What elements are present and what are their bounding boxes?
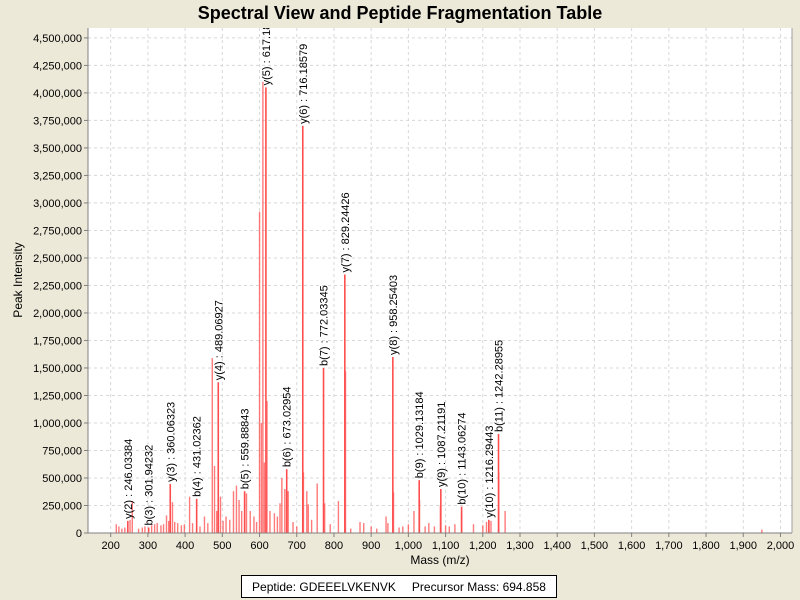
peak-annotation: y(10) : 1216.29443 <box>484 425 496 517</box>
x-axis-label: Mass (m/z) <box>410 553 469 567</box>
x-tick-label: 1,400 <box>543 540 571 552</box>
y-tick-label: 250,000 <box>42 500 82 512</box>
y-tick-label: 1,500,000 <box>33 363 82 375</box>
plot-area <box>88 28 792 533</box>
peak-annotation: y(8) : 958.25403 <box>388 275 400 355</box>
y-axis-ticks: 0 250,000 500,000 750,000 1,000,000 1,250,000… <box>33 33 88 540</box>
x-tick-label: 500 <box>213 540 231 552</box>
peak-annotation: b(11) : 1242.28955 <box>494 340 506 432</box>
x-tick-label: 1,900 <box>729 540 757 552</box>
peak-annotation: y(4) : 489.06927 <box>213 300 225 380</box>
x-tick-label: 400 <box>176 540 194 552</box>
y-tick-label: 1,750,000 <box>33 335 82 347</box>
x-tick-label: 200 <box>102 540 120 552</box>
peak-annotation: b(9) : 1029.13184 <box>414 391 426 478</box>
peak-annotation: y(9) : 1087.21191 <box>436 402 448 487</box>
peak-annotation: y(2) : 246.03384 <box>123 439 135 519</box>
x-tick-label: 300 <box>139 540 157 552</box>
y-tick-label: 4,500,000 <box>33 33 82 45</box>
x-tick-label: 1,500 <box>581 540 609 552</box>
y-tick-label: 2,750,000 <box>33 225 82 237</box>
gridlines <box>88 28 792 533</box>
y-tick-label: 0 <box>76 528 82 540</box>
annotations: y(2) : 246.03384 b(3) : 301.94232 y(3) : 3… <box>123 24 506 526</box>
x-tick-label: 1,300 <box>506 540 534 552</box>
peptide-label: Peptide: GDEEELVKENVK <box>252 579 396 594</box>
y-tick-label: 3,750,000 <box>33 115 82 127</box>
x-tick-label: 1,100 <box>432 540 460 552</box>
y-tick-label: 3,250,000 <box>33 170 82 182</box>
legend-box: Peptide: GDEEELVKENVK Precursor Mass: 69… <box>241 575 557 598</box>
x-tick-label: 1,700 <box>655 540 683 552</box>
peak-annotation: y(7) : 829.24426 <box>340 192 352 272</box>
x-axis-ticks: 200 300 400 500 600 700 800 900 1,000 1,100 1,200 1… <box>102 533 795 552</box>
y-tick-label: 750,000 <box>42 445 82 457</box>
peak-annotation: y(3) : 360.06323 <box>165 402 177 482</box>
x-tick-label: 1,800 <box>692 540 720 552</box>
peak-annotation: b(5) : 559.88843 <box>240 408 252 489</box>
x-tick-label: 700 <box>288 540 306 552</box>
x-tick-label: 1,200 <box>469 540 497 552</box>
peak-annotation: y(5) : 617.18 <box>261 24 273 86</box>
y-axis-label: Peak Intensity <box>11 242 25 317</box>
peak-annotation: b(6) : 673.02954 <box>282 386 294 467</box>
x-tick-label: 1,600 <box>618 540 646 552</box>
x-tick-label: 900 <box>362 540 380 552</box>
peak-annotation: b(10) : 1143.06274 <box>457 412 469 504</box>
x-tick-label: 600 <box>250 540 268 552</box>
chart-title: Spectral View and Peptide Fragmentation … <box>197 3 603 23</box>
x-tick-label: 1,000 <box>395 540 423 552</box>
y-tick-label: 3,000,000 <box>33 198 82 210</box>
precursor-mass-label: Precursor Mass: 694.858 <box>411 579 546 594</box>
y-tick-label: 4,250,000 <box>33 60 82 72</box>
y-tick-label: 1,000,000 <box>33 418 82 430</box>
y-tick-label: 2,000,000 <box>33 308 82 320</box>
y-tick-label: 4,000,000 <box>33 88 82 100</box>
peak-annotation: y(6) : 716.18579 <box>298 44 310 124</box>
peaks <box>115 81 763 533</box>
y-tick-label: 2,250,000 <box>33 280 82 292</box>
y-tick-label: 1,250,000 <box>33 390 82 402</box>
y-tick-label: 3,500,000 <box>33 143 82 155</box>
x-tick-label: 800 <box>325 540 343 552</box>
peak-annotation: b(3) : 301.94232 <box>144 445 156 526</box>
peak-annotation: b(4) : 431.02362 <box>192 416 204 497</box>
peak-annotation: b(7) : 772.03345 <box>319 285 331 366</box>
x-tick-label: 2,000 <box>767 540 795 552</box>
y-tick-label: 2,500,000 <box>33 253 82 265</box>
y-tick-label: 500,000 <box>42 473 82 485</box>
